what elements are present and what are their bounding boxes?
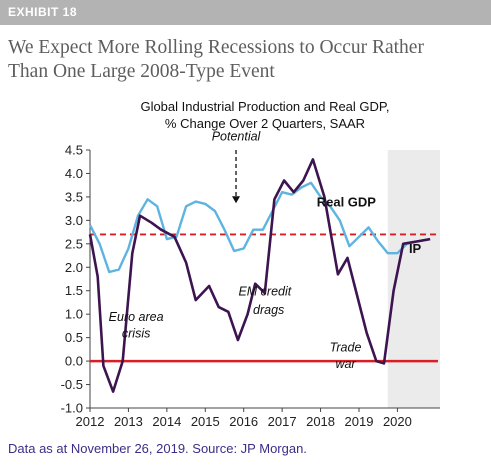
potential-arrow-head (232, 196, 241, 204)
y-tick-label: 3.5 (65, 189, 83, 204)
series-line-real-gdp (88, 181, 431, 274)
chart-title-line-1: Global Industrial Production and Real GD… (140, 99, 390, 114)
series-line-ip (88, 158, 431, 393)
y-tick-label: 1.5 (65, 283, 83, 298)
y-tick-label: 0.0 (65, 354, 83, 369)
y-tick-label: 0.5 (65, 330, 83, 345)
annotation: crisis (122, 327, 150, 341)
x-tick-label: 2020 (383, 414, 412, 429)
series-label: Real GDP (317, 194, 377, 209)
x-tick-label: 2015 (191, 414, 220, 429)
x-tick-label: 2014 (152, 414, 181, 429)
x-tick-label: 2012 (76, 414, 105, 429)
x-tick-label: 2018 (306, 414, 335, 429)
chart-title-line-2: % Change Over 2 Quarters, SAAR (164, 116, 366, 131)
series-label: IP (409, 241, 422, 256)
y-tick-label: 3.0 (65, 213, 83, 228)
annotation: EM credit (238, 284, 291, 298)
y-tick-label: 4.0 (65, 166, 83, 181)
chart-title: Global Industrial Production and Real GD… (60, 98, 470, 132)
y-tick-label: -0.5 (61, 377, 83, 392)
x-tick-label: 2013 (114, 414, 143, 429)
annotation: drags (253, 303, 284, 317)
annotation: Trade (330, 341, 362, 355)
annotation: war (335, 357, 356, 371)
y-tick-label: -1.0 (61, 401, 83, 416)
headline: We Expect More Rolling Recessions to Occ… (8, 36, 478, 84)
y-tick-label: 1.0 (65, 307, 83, 322)
y-tick-label: 2.5 (65, 236, 83, 251)
headline-line-2: Than One Large 2008-Type Event (8, 61, 275, 82)
x-tick-label: 2016 (229, 414, 258, 429)
annotation: Potential (212, 130, 262, 144)
x-tick-label: 2017 (268, 414, 297, 429)
headline-line-1: We Expect More Rolling Recessions to Occ… (8, 37, 424, 58)
y-tick-label: 4.5 (65, 143, 83, 158)
x-tick-label: 2019 (345, 414, 374, 429)
y-tick-label: 2.0 (65, 260, 83, 275)
source-footnote: Data as at November 26, 2019. Source: JP… (8, 441, 307, 456)
exhibit-header: EXHIBIT 18 (0, 0, 491, 25)
annotation: Euro area (109, 310, 164, 324)
exhibit-label: EXHIBIT 18 (8, 5, 78, 19)
